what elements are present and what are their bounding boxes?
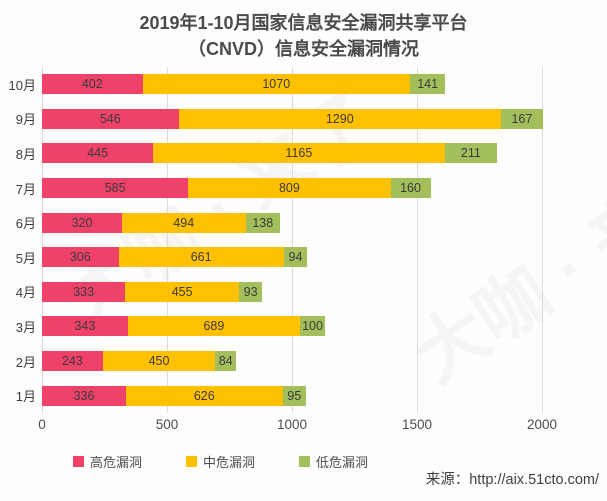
category-label: 2月 bbox=[15, 354, 36, 370]
stacked-bar: 445 1165 211 bbox=[42, 143, 498, 164]
category-label: 4月 bbox=[15, 285, 36, 301]
bar-row: 5月 306 661 94 bbox=[0, 240, 607, 275]
bar-row: 8月 445 1165 211 bbox=[0, 136, 607, 171]
bar-segment-低危漏洞: 141 bbox=[410, 74, 446, 95]
stacked-bar-chart: 10月 402 1070 141 9月 546 1290 167 8月 445 1165 211 7月 5… bbox=[0, 67, 607, 413]
bar-segment-高危漏洞: 320 bbox=[42, 212, 122, 233]
bar-segment-高危漏洞: 333 bbox=[42, 281, 126, 302]
source-attribution: 来源：http://aix.51cto.com/ bbox=[425, 472, 599, 488]
chart-title-line1: 2019年1-10月国家信息安全漏洞共享平台 bbox=[139, 13, 468, 33]
bar-segment-低危漏洞: 138 bbox=[245, 212, 280, 233]
legend-item: 高危漏洞 bbox=[73, 452, 142, 471]
stacked-bar: 320 494 138 bbox=[42, 212, 280, 233]
stacked-bar: 585 809 160 bbox=[42, 178, 431, 199]
legend-swatch-icon bbox=[299, 456, 311, 467]
gridline bbox=[42, 67, 43, 413]
bar-segment-低危漏洞: 95 bbox=[282, 385, 307, 406]
legend: 高危漏洞 中危漏洞 低危漏洞 bbox=[73, 452, 368, 471]
bar-segment-高危漏洞: 343 bbox=[42, 316, 128, 337]
bar-segment-高危漏洞: 546 bbox=[42, 108, 179, 129]
bar-segment-高危漏洞: 336 bbox=[42, 385, 126, 406]
legend-item: 中危漏洞 bbox=[186, 452, 255, 471]
bar-segment-中危漏洞: 450 bbox=[102, 351, 216, 372]
chart-title-line2: （CNVD）信息安全漏洞情况 bbox=[187, 39, 419, 59]
bar-row: 4月 333 455 93 bbox=[0, 275, 607, 310]
category-label: 7月 bbox=[15, 181, 36, 197]
bar-segment-高危漏洞: 243 bbox=[42, 351, 103, 372]
bar-segment-低危漏洞: 100 bbox=[300, 316, 325, 337]
bar-segment-中危漏洞: 1070 bbox=[142, 74, 410, 95]
bar-segment-中危漏洞: 689 bbox=[127, 316, 300, 337]
gridline bbox=[542, 67, 543, 413]
bar-row: 3月 343 689 100 bbox=[0, 309, 607, 344]
x-axis-tick-label: 0 bbox=[38, 417, 46, 432]
bar-segment-中危漏洞: 494 bbox=[122, 212, 246, 233]
category-label: 10月 bbox=[8, 77, 36, 93]
gridline bbox=[167, 67, 168, 413]
bar-row: 1月 336 626 95 bbox=[0, 378, 607, 413]
legend-swatch-icon bbox=[186, 456, 198, 467]
gridline bbox=[292, 67, 293, 413]
bar-row: 9月 546 1290 167 bbox=[0, 102, 607, 137]
stacked-bar: 243 450 84 bbox=[42, 351, 237, 372]
stacked-bar: 336 626 95 bbox=[42, 385, 307, 406]
x-axis-tick-label: 2000 bbox=[526, 417, 558, 432]
category-label: 6月 bbox=[15, 216, 36, 232]
stacked-bar: 306 661 94 bbox=[42, 247, 308, 268]
bar-segment-高危漏洞: 306 bbox=[42, 247, 119, 268]
legend-label: 中危漏洞 bbox=[203, 455, 256, 470]
bar-segment-中危漏洞: 455 bbox=[125, 281, 239, 302]
legend-label: 低危漏洞 bbox=[316, 455, 369, 470]
bar-segment-中危漏洞: 1290 bbox=[178, 108, 501, 129]
bar-row: 7月 585 809 160 bbox=[0, 171, 607, 206]
bar-row: 10月 402 1070 141 bbox=[0, 67, 607, 102]
x-axis-tick-label: 1500 bbox=[401, 417, 433, 432]
x-axis-tick-label: 1000 bbox=[276, 417, 308, 432]
x-axis-tick-label: 500 bbox=[155, 417, 179, 432]
chart-title: 2019年1-10月国家信息安全漏洞共享平台 （CNVD）信息安全漏洞情况 bbox=[0, 10, 607, 62]
gridline bbox=[417, 67, 418, 413]
stacked-bar: 343 689 100 bbox=[42, 316, 325, 337]
stacked-bar: 402 1070 141 bbox=[42, 74, 446, 95]
bar-segment-中危漏洞: 626 bbox=[126, 385, 283, 406]
bar-segment-中危漏洞: 661 bbox=[118, 247, 284, 268]
bar-segment-高危漏洞: 402 bbox=[42, 74, 143, 95]
category-label: 5月 bbox=[15, 250, 36, 266]
bar-segment-低危漏洞: 93 bbox=[239, 281, 263, 302]
category-label: 3月 bbox=[15, 319, 36, 335]
bar-segment-高危漏洞: 585 bbox=[42, 178, 189, 199]
category-label: 9月 bbox=[15, 112, 36, 128]
legend-item: 低危漏洞 bbox=[299, 452, 368, 471]
bar-row: 6月 320 494 138 bbox=[0, 205, 607, 240]
bar-segment-高危漏洞: 445 bbox=[42, 143, 154, 164]
x-axis: 0 500 1000 1500 2000 bbox=[0, 417, 607, 435]
bar-segment-中危漏洞: 1165 bbox=[153, 143, 445, 164]
bar-segment-低危漏洞: 84 bbox=[215, 351, 237, 372]
legend-swatch-icon bbox=[73, 456, 84, 467]
bar-segment-低危漏洞: 94 bbox=[283, 247, 308, 268]
bar-segment-低危漏洞: 211 bbox=[444, 143, 498, 164]
bar-segment-低危漏洞: 167 bbox=[501, 108, 543, 129]
bar-segment-中危漏洞: 809 bbox=[188, 178, 391, 199]
bar-segment-低危漏洞: 160 bbox=[390, 178, 431, 199]
legend-label: 高危漏洞 bbox=[90, 455, 143, 470]
stacked-bar: 333 455 93 bbox=[42, 281, 263, 302]
category-label: 1月 bbox=[15, 389, 36, 405]
category-label: 8月 bbox=[15, 146, 36, 162]
bar-row: 2月 243 450 84 bbox=[0, 344, 607, 379]
stacked-bar: 546 1290 167 bbox=[42, 108, 543, 129]
bar-rows: 10月 402 1070 141 9月 546 1290 167 8月 445 1165 211 7月 5… bbox=[0, 67, 607, 413]
